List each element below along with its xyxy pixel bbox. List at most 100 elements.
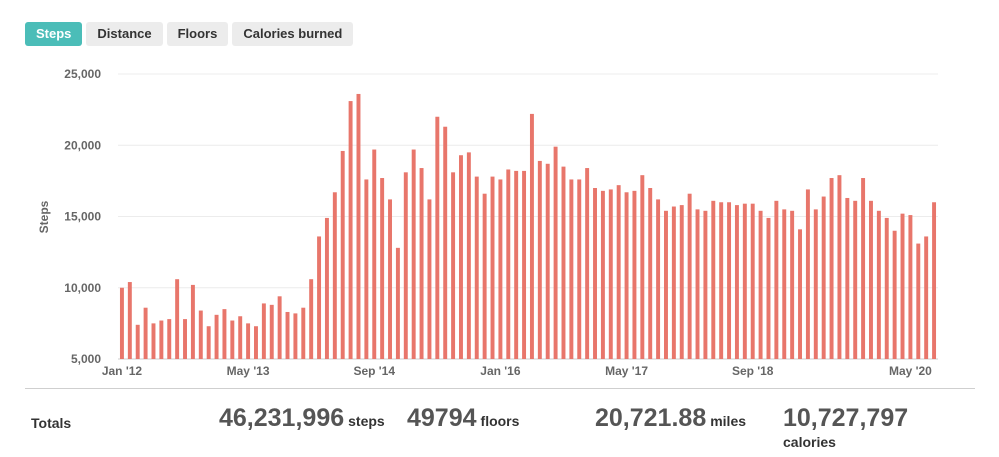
- bar[interactable]: [545, 163, 550, 359]
- bar[interactable]: [664, 210, 668, 359]
- bar[interactable]: [119, 287, 124, 359]
- bar[interactable]: [632, 190, 637, 359]
- bar[interactable]: [459, 155, 463, 359]
- bar[interactable]: [703, 210, 708, 359]
- bar[interactable]: [293, 313, 298, 359]
- bar[interactable]: [364, 179, 369, 359]
- bar[interactable]: [900, 213, 905, 359]
- bar[interactable]: [869, 200, 873, 359]
- bar[interactable]: [837, 175, 842, 359]
- bar[interactable]: [821, 196, 826, 359]
- bar[interactable]: [522, 170, 527, 359]
- bar[interactable]: [892, 230, 897, 359]
- bar[interactable]: [372, 149, 377, 359]
- bar[interactable]: [782, 209, 787, 359]
- bar[interactable]: [585, 168, 590, 359]
- bar[interactable]: [932, 202, 937, 359]
- tab-floors[interactable]: Floors: [166, 22, 229, 46]
- tab-calories-burned[interactable]: Calories burned: [232, 22, 354, 46]
- bar[interactable]: [727, 202, 732, 359]
- bar[interactable]: [924, 236, 929, 359]
- bar[interactable]: [332, 192, 337, 359]
- bar[interactable]: [309, 279, 314, 359]
- bar[interactable]: [451, 172, 456, 359]
- bar[interactable]: [159, 320, 164, 359]
- bar[interactable]: [435, 116, 440, 359]
- bar[interactable]: [719, 202, 724, 359]
- bar[interactable]: [876, 210, 881, 359]
- bar[interactable]: [829, 178, 834, 359]
- bar[interactable]: [529, 113, 534, 360]
- bar[interactable]: [853, 200, 858, 359]
- bar[interactable]: [301, 307, 306, 359]
- bar[interactable]: [798, 229, 802, 359]
- bar[interactable]: [348, 101, 353, 359]
- bar[interactable]: [261, 303, 266, 359]
- bar[interactable]: [151, 323, 156, 359]
- bar[interactable]: [411, 149, 416, 359]
- bar[interactable]: [403, 172, 408, 359]
- bar[interactable]: [813, 209, 818, 359]
- bar[interactable]: [884, 217, 889, 359]
- bar[interactable]: [640, 175, 645, 359]
- bar[interactable]: [143, 307, 148, 359]
- bar[interactable]: [238, 316, 243, 359]
- bar[interactable]: [498, 179, 503, 359]
- bar[interactable]: [490, 176, 495, 359]
- bar[interactable]: [600, 190, 605, 359]
- bar[interactable]: [695, 209, 700, 359]
- bar[interactable]: [916, 243, 921, 359]
- bar[interactable]: [750, 203, 755, 359]
- bar[interactable]: [845, 197, 850, 359]
- bar[interactable]: [474, 176, 479, 359]
- bar[interactable]: [711, 200, 716, 359]
- bar[interactable]: [790, 210, 795, 359]
- bar[interactable]: [805, 189, 810, 359]
- bar[interactable]: [206, 326, 211, 359]
- bar[interactable]: [593, 188, 597, 359]
- bar[interactable]: [608, 189, 613, 359]
- bar[interactable]: [214, 314, 219, 359]
- bar[interactable]: [561, 166, 566, 359]
- bar[interactable]: [222, 309, 227, 359]
- bar[interactable]: [742, 203, 747, 359]
- bar[interactable]: [254, 326, 258, 359]
- bar[interactable]: [190, 284, 195, 359]
- bar[interactable]: [246, 323, 251, 359]
- bar[interactable]: [419, 168, 424, 359]
- bar[interactable]: [537, 160, 542, 359]
- tab-distance[interactable]: Distance: [86, 22, 163, 46]
- bar[interactable]: [277, 296, 282, 359]
- bar[interactable]: [506, 169, 511, 359]
- bar[interactable]: [908, 215, 913, 359]
- bar[interactable]: [380, 178, 385, 359]
- bar[interactable]: [388, 199, 392, 359]
- bar[interactable]: [269, 304, 274, 359]
- tab-steps[interactable]: Steps: [25, 22, 83, 46]
- bar[interactable]: [167, 319, 172, 359]
- bar[interactable]: [356, 93, 361, 359]
- bar[interactable]: [758, 210, 763, 359]
- bar[interactable]: [861, 178, 866, 359]
- bar[interactable]: [679, 205, 684, 359]
- bar[interactable]: [616, 185, 621, 359]
- bar[interactable]: [395, 247, 400, 359]
- bar[interactable]: [317, 236, 322, 359]
- bar[interactable]: [135, 324, 140, 359]
- bar[interactable]: [127, 282, 132, 359]
- bar[interactable]: [656, 199, 661, 359]
- bar[interactable]: [183, 319, 187, 359]
- bar[interactable]: [514, 170, 519, 359]
- bar[interactable]: [687, 193, 692, 359]
- bar[interactable]: [734, 205, 739, 359]
- bar[interactable]: [482, 193, 487, 359]
- bar[interactable]: [324, 217, 329, 359]
- bar[interactable]: [230, 320, 235, 359]
- bar[interactable]: [577, 179, 582, 359]
- bar[interactable]: [624, 192, 629, 359]
- bar[interactable]: [427, 199, 432, 359]
- bar[interactable]: [569, 179, 574, 359]
- bar[interactable]: [553, 146, 558, 359]
- bar[interactable]: [774, 200, 779, 359]
- bar[interactable]: [175, 279, 180, 359]
